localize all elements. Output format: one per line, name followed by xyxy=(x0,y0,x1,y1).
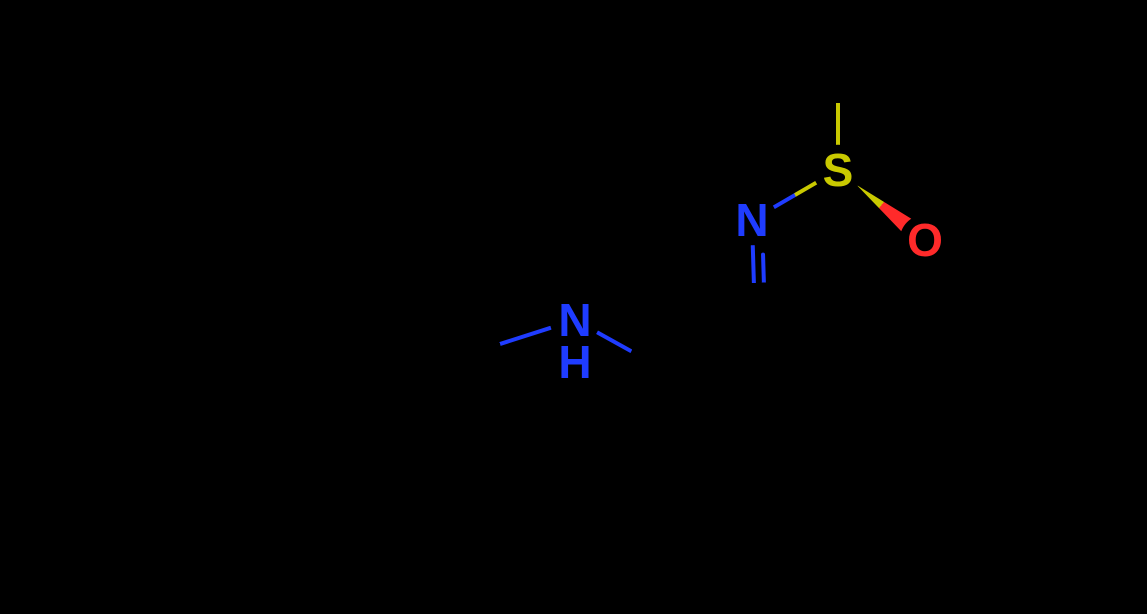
atom-S: S xyxy=(823,144,854,196)
atom-N: N xyxy=(735,194,768,246)
molecule-canvas: NHNSO xyxy=(0,0,1147,614)
atom-H: H xyxy=(558,336,591,388)
atom-O: O xyxy=(907,214,943,266)
